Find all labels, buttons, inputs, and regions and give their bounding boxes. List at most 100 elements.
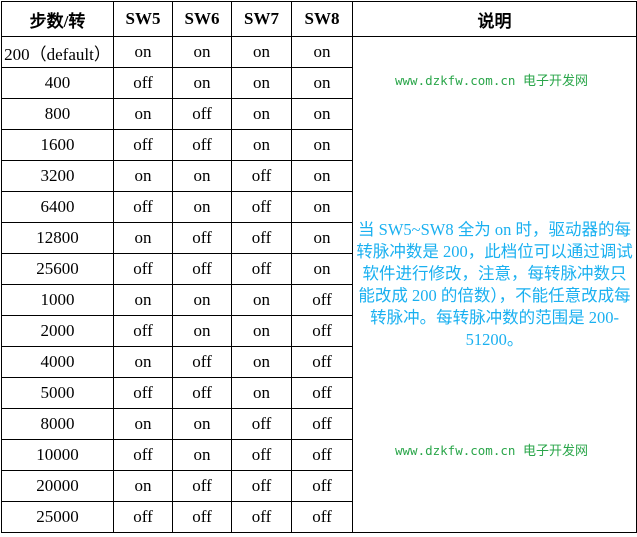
column-header: 说明 (352, 1, 637, 37)
switch-state-cell: off (291, 501, 353, 533)
switch-state-cell: on (113, 284, 173, 316)
switch-state-cell: off (113, 129, 173, 161)
steps-cell: 20000 (1, 470, 114, 502)
switch-state-cell: on (113, 36, 173, 68)
switch-state-cell: on (172, 36, 232, 68)
table-row: 5000 off off on off (1, 377, 637, 409)
steps-cell: 1000 (1, 284, 114, 316)
switch-state-cell: off (172, 377, 232, 409)
switch-state-cell: off (231, 439, 292, 471)
steps-cell: 4000 (1, 346, 114, 378)
switch-state-cell: on (113, 160, 173, 192)
switch-state-cell: off (113, 377, 173, 409)
switch-state-cell: on (231, 346, 292, 378)
switch-state-cell: off (291, 346, 353, 378)
table-row: 3200 on on off on (1, 160, 637, 192)
header-row: 步数/转 SW5 SW6 SW7 SW8 说明 (1, 1, 637, 37)
column-header: SW6 (172, 1, 232, 37)
switch-state-cell: on (113, 346, 173, 378)
watermark: www.dzkfw.com.cn 电子开发网 (395, 440, 588, 459)
switch-state-cell: on (291, 98, 353, 130)
switch-state-cell: on (172, 284, 232, 316)
switch-state-cell: off (172, 98, 232, 130)
switch-state-cell: on (231, 315, 292, 347)
watermark-url: www.dzkfw.com.cn (395, 443, 516, 458)
switch-state-cell: on (291, 222, 353, 254)
switch-state-cell: on (113, 98, 173, 130)
switch-state-cell: on (291, 67, 353, 99)
steps-cell: 12800 (1, 222, 114, 254)
switch-state-cell: on (231, 284, 292, 316)
steps-cell: 800 (1, 98, 114, 130)
switch-state-cell: off (172, 346, 232, 378)
steps-cell: 8000 (1, 408, 114, 440)
switch-state-cell: on (231, 98, 292, 130)
switch-state-cell: on (231, 67, 292, 99)
steps-cell: 5000 (1, 377, 114, 409)
watermark: www.dzkfw.com.cn 电子开发网 (395, 70, 588, 89)
column-header: SW5 (113, 1, 173, 37)
switch-state-cell: off (291, 315, 353, 347)
switch-state-cell: on (172, 160, 232, 192)
table-row: 4000 on off on off (1, 346, 637, 378)
switch-state-cell: off (231, 160, 292, 192)
switch-state-cell: on (113, 222, 173, 254)
watermark-url: www.dzkfw.com.cn (395, 73, 516, 88)
switch-state-cell: off (291, 377, 353, 409)
switch-state-cell: on (172, 191, 232, 223)
switch-state-cell: on (291, 129, 353, 161)
switch-state-cell: on (291, 160, 353, 192)
table-row: 200（default） on on on on 当 SW5~SW8 全为 on 时，驱动… (1, 36, 637, 533)
switch-state-cell: off (172, 253, 232, 285)
steps-cell: 200（default） (1, 36, 114, 68)
switch-state-cell: on (172, 67, 232, 99)
table-row: 8000 on on off off (1, 408, 637, 440)
switch-state-cell: on (172, 408, 232, 440)
steps-cell: 2000 (1, 315, 114, 347)
steps-cell: 10000 (1, 439, 114, 471)
column-header: SW7 (231, 1, 292, 37)
switch-state-cell: off (231, 222, 292, 254)
table-row: 400 off on on on (1, 67, 637, 99)
switch-state-cell: off (231, 191, 292, 223)
switch-state-cell: off (231, 408, 292, 440)
switch-state-cell: off (172, 222, 232, 254)
switch-state-cell: off (113, 253, 173, 285)
switch-state-cell: off (172, 501, 232, 533)
switch-state-cell: off (231, 470, 292, 502)
switch-state-cell: on (113, 470, 173, 502)
switch-state-cell: off (231, 253, 292, 285)
switch-state-cell: on (291, 191, 353, 223)
switch-state-cell: on (231, 129, 292, 161)
table-row: 12800 on off off on (1, 222, 637, 254)
switch-state-cell: off (113, 501, 173, 533)
steps-cell: 1600 (1, 129, 114, 161)
steps-cell: 25000 (1, 501, 114, 533)
switch-state-cell: off (113, 191, 173, 223)
table-row: 1600 off off on on (1, 129, 637, 161)
switch-state-cell: on (231, 36, 292, 68)
switch-state-cell: off (291, 408, 353, 440)
switch-state-cell: off (291, 470, 353, 502)
steps-cell: 3200 (1, 160, 114, 192)
watermark-name: 电子开发网 (522, 74, 588, 89)
switch-state-cell: on (291, 36, 353, 68)
switch-state-cell: on (172, 315, 232, 347)
table-row: 1000 on on on off (1, 284, 637, 316)
switch-state-cell: off (113, 315, 173, 347)
column-header: SW8 (291, 1, 353, 37)
switch-state-cell: off (291, 284, 353, 316)
switch-state-cell: off (172, 129, 232, 161)
column-header: 步数/转 (1, 1, 114, 37)
switch-state-cell: on (291, 253, 353, 285)
switch-state-cell: on (113, 408, 173, 440)
switch-state-cell: on (231, 377, 292, 409)
table-row: 25600 off off off on (1, 253, 637, 285)
table-row: 2000 off on on off (1, 315, 637, 347)
watermark-name: 电子开发网 (522, 444, 588, 459)
table-row: 20000 on off off off (1, 470, 637, 502)
steps-cell: 400 (1, 67, 114, 99)
switch-state-cell: off (231, 501, 292, 533)
switch-state-cell: off (113, 67, 173, 99)
